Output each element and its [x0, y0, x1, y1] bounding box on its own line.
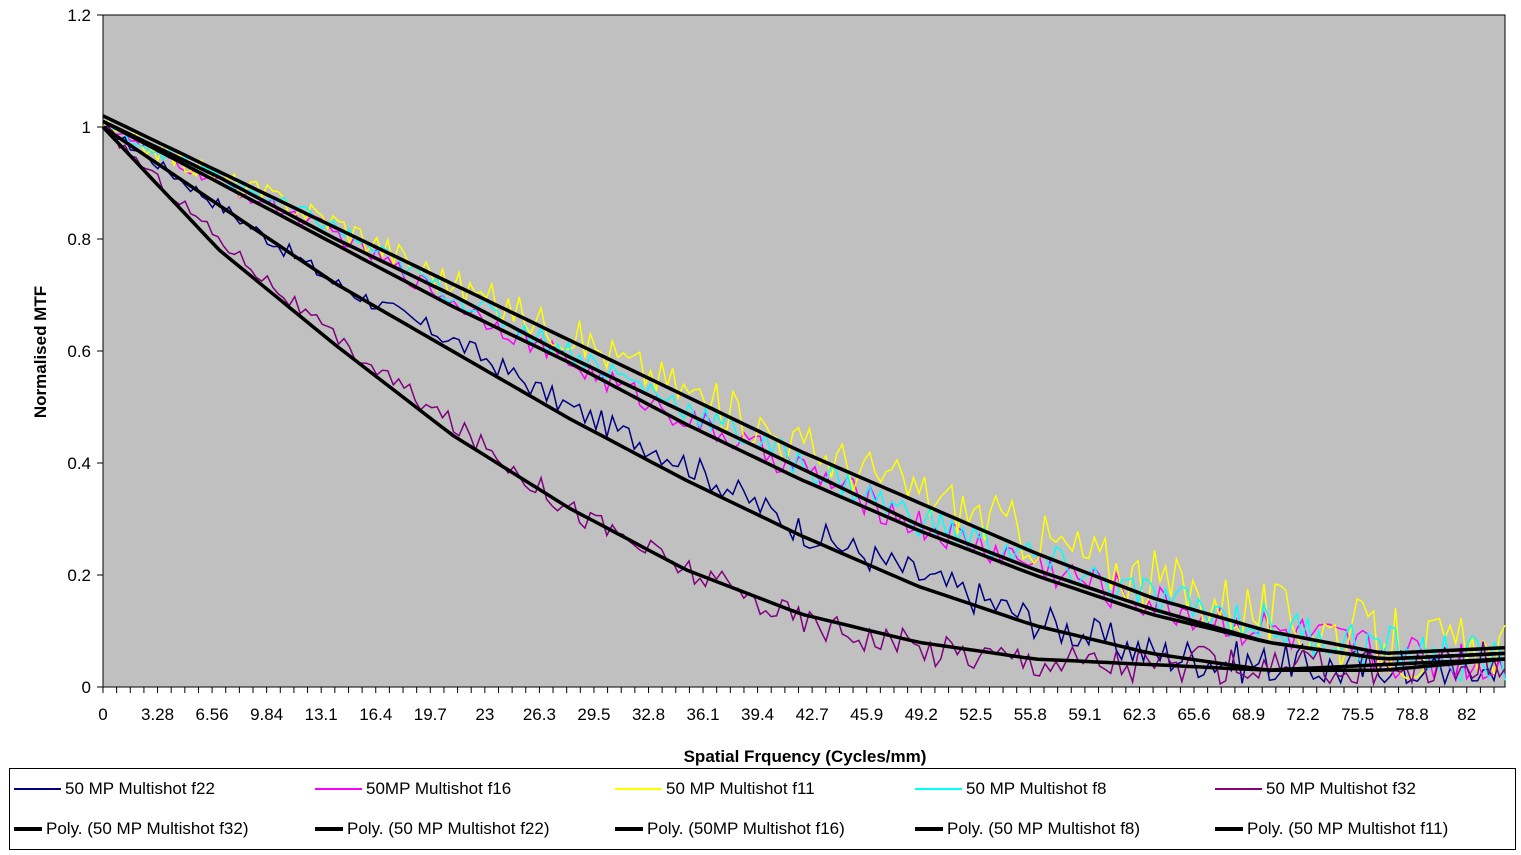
- x-axis-title: Spatial Frquency (Cycles/mm): [684, 747, 927, 766]
- legend-label: 50 MP Multishot f8: [966, 779, 1107, 798]
- x-tick-label: 49.2: [905, 705, 938, 724]
- legend-label: Poly. (50MP Multishot f16): [647, 819, 845, 838]
- legend-label: 50 MP Multishot f32: [1266, 779, 1416, 798]
- x-tick-label: 26.3: [523, 705, 556, 724]
- y-tick-label: 0: [82, 678, 91, 697]
- legend-item: Poly. (50 MP Multishot f22): [315, 819, 550, 839]
- legend-swatch: [14, 827, 42, 831]
- legend-label: Poly. (50 MP Multishot f11): [1247, 819, 1449, 838]
- legend-swatch: [1215, 788, 1262, 790]
- y-tick-label: 0.4: [67, 454, 91, 473]
- legend-label: 50 MP Multishot f22: [65, 779, 215, 798]
- legend-label: Poly. (50 MP Multishot f22): [347, 819, 550, 838]
- legend-item: Poly. (50 MP Multishot f11): [1215, 819, 1448, 839]
- x-tick-label: 75.5: [1341, 705, 1374, 724]
- legend-label: 50 MP Multishot f11: [666, 779, 815, 798]
- x-tick-label: 68.9: [1232, 705, 1265, 724]
- x-tick-label: 36.1: [687, 705, 720, 724]
- x-tick-label: 6.56: [196, 705, 229, 724]
- x-tick-label: 39.4: [741, 705, 774, 724]
- plot-area: [102, 14, 1506, 688]
- x-tick-label: 55.8: [1014, 705, 1047, 724]
- mtf-chart: 0 0.2 0.4 0.6 0.8 1 1.2 0 3.28 6.56 9.84 13.1 16.4 19…: [31, 6, 1506, 766]
- y-tick-label: 0.6: [67, 342, 91, 361]
- legend-swatch: [14, 788, 61, 790]
- x-tick-label: 29.5: [577, 705, 610, 724]
- legend-swatch: [315, 788, 362, 790]
- y-tick-label: 0.2: [67, 566, 91, 585]
- x-tick-label: 52.5: [959, 705, 992, 724]
- legend: 50 MP Multishot f22 50MP Multishot f16 50 …: [9, 768, 1516, 850]
- x-tick-label: 72.2: [1287, 705, 1320, 724]
- legend-item: 50MP Multishot f16: [315, 779, 511, 799]
- legend-label: Poly. (50 MP Multishot f32): [46, 819, 249, 838]
- legend-item: Poly. (50 MP Multishot f32): [14, 819, 249, 839]
- legend-item: 50 MP Multishot f8: [915, 779, 1106, 799]
- legend-label: 50MP Multishot f16: [366, 779, 512, 798]
- series-line-50-mp-multishot-f22: [102, 125, 1506, 687]
- legend-label: Poly. (50 MP Multishot f8): [947, 819, 1141, 838]
- series-line-50-mp-multishot-f32: [102, 126, 1506, 687]
- x-tick-label: 23: [475, 705, 494, 724]
- legend-item: 50 MP Multishot f22: [14, 779, 215, 799]
- series-line-50-mp-multishot-f11: [102, 120, 1506, 680]
- x-tick-label: 13.1: [305, 705, 338, 724]
- x-tick-label: 65.6: [1177, 705, 1210, 724]
- legend-swatch: [1215, 827, 1243, 831]
- legend-item: Poly. (50 MP Multishot f8): [915, 819, 1140, 839]
- y-tick-label: 0.8: [67, 230, 91, 249]
- trendline-poly-50-mp-multishot-f8-: [102, 119, 1506, 661]
- x-tick-label: 59.1: [1068, 705, 1101, 724]
- legend-item: 50 MP Multishot f11: [615, 779, 815, 799]
- x-tick-label: 42.7: [796, 705, 829, 724]
- legend-item: Poly. (50MP Multishot f16): [615, 819, 845, 839]
- x-tick-label: 3.28: [141, 705, 174, 724]
- x-tick-label: 78.8: [1396, 705, 1429, 724]
- x-tick-label: 19.7: [414, 705, 447, 724]
- x-tick-label: 16.4: [359, 705, 392, 724]
- y-axis-title: Normalised MTF: [31, 286, 50, 418]
- x-tick-label: 62.3: [1123, 705, 1156, 724]
- x-tick-label: 45.9: [850, 705, 883, 724]
- y-tick-label: 1: [82, 118, 91, 137]
- legend-swatch: [615, 788, 662, 790]
- x-tick-label: 82: [1457, 705, 1476, 724]
- legend-item: 50 MP Multishot f32: [1215, 779, 1416, 799]
- legend-swatch: [915, 788, 962, 790]
- x-tick-label: 0: [98, 705, 107, 724]
- legend-swatch: [615, 827, 643, 831]
- trendline-poly-50-mp-multishot-f22-: [102, 125, 1506, 672]
- x-tick-label: 9.84: [250, 705, 283, 724]
- series-layer: [101, 114, 1506, 687]
- trendline-poly-50-mp-multishot-f11-: [102, 114, 1506, 655]
- x-tick-label: 32.8: [632, 705, 665, 724]
- y-tick-label: 1.2: [67, 6, 91, 25]
- axis-layer: 0 0.2 0.4 0.6 0.8 1 1.2 0 3.28 6.56 9.84 13.1 16.4 19…: [67, 6, 1495, 724]
- legend-swatch: [315, 827, 343, 831]
- legend-swatch: [915, 827, 943, 831]
